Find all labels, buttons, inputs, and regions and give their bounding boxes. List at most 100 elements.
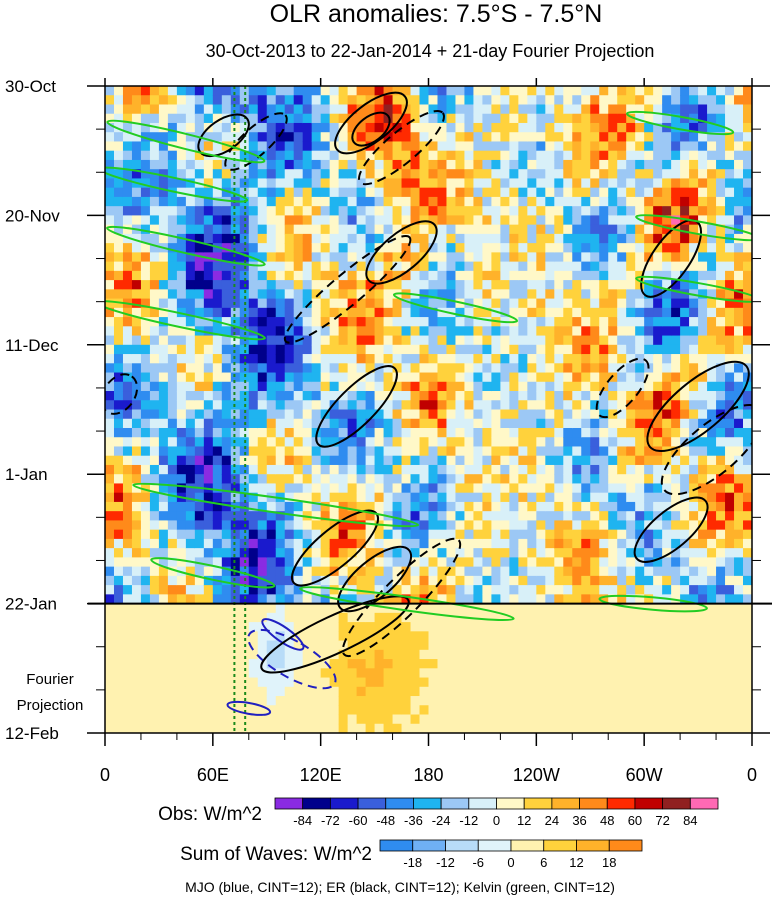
heatmap-cell xyxy=(392,317,403,327)
heatmap-cell xyxy=(338,150,349,161)
heatmap-cell xyxy=(509,446,519,457)
heatmap-cell xyxy=(590,437,600,448)
heatmap-cell xyxy=(293,464,304,475)
heatmap-cell xyxy=(527,187,537,198)
heatmap-cell xyxy=(716,400,726,411)
heatmap-cell xyxy=(365,354,376,364)
heatmap-cell xyxy=(320,455,331,466)
heatmap-cell xyxy=(545,686,555,697)
heatmap-cell xyxy=(572,427,582,438)
heatmap-cell xyxy=(554,594,564,605)
heatmap-cell xyxy=(212,492,223,503)
heatmap-cell xyxy=(419,122,430,133)
heatmap-cell xyxy=(725,603,735,614)
heatmap-cell xyxy=(266,400,277,411)
heatmap-cell xyxy=(608,520,618,531)
heatmap-cell xyxy=(653,566,663,577)
heatmap-cell xyxy=(689,233,699,244)
heatmap-cell xyxy=(347,529,358,540)
heatmap-cell xyxy=(347,252,358,263)
heatmap-cell xyxy=(716,280,726,290)
heatmap-cell xyxy=(257,243,268,253)
heatmap-cell xyxy=(554,215,564,226)
heatmap-cell xyxy=(428,150,439,161)
heatmap-cell xyxy=(176,714,187,725)
heatmap-cell xyxy=(509,557,519,568)
heatmap-cell xyxy=(635,122,645,133)
heatmap-cell xyxy=(653,631,663,642)
heatmap-cell xyxy=(105,122,115,133)
heatmap-cell xyxy=(131,557,142,568)
heatmap-cell xyxy=(320,224,331,235)
heatmap-cell xyxy=(635,270,645,281)
heatmap-cell xyxy=(212,141,223,152)
heatmap-cell xyxy=(203,409,214,420)
heatmap-cell xyxy=(437,409,448,420)
heatmap-cell xyxy=(356,169,367,180)
heatmap-cell xyxy=(491,631,501,642)
heatmap-cell xyxy=(194,233,205,244)
heatmap-cell xyxy=(176,640,187,651)
heatmap-cell xyxy=(626,677,636,688)
heatmap-cell xyxy=(590,705,600,716)
heatmap-cell xyxy=(590,594,600,605)
heatmap-cell xyxy=(410,381,421,392)
heatmap-cell xyxy=(410,492,421,503)
heatmap-cell xyxy=(527,298,537,309)
heatmap-cell xyxy=(464,686,475,697)
heatmap-cell xyxy=(383,354,394,364)
heatmap-cell xyxy=(518,538,528,549)
heatmap-cell xyxy=(383,418,394,429)
heatmap-cell xyxy=(266,113,277,124)
heatmap-cell xyxy=(536,437,546,448)
heatmap-cell xyxy=(446,483,457,494)
heatmap-cell xyxy=(725,391,735,401)
heatmap-cell xyxy=(599,224,609,235)
heatmap-cell xyxy=(608,159,618,170)
heatmap-cell xyxy=(626,474,636,485)
heatmap-cell xyxy=(455,206,466,216)
heatmap-cell xyxy=(572,594,582,605)
heatmap-cell xyxy=(149,122,160,133)
heatmap-cell xyxy=(248,400,259,411)
heatmap-cell xyxy=(590,196,600,207)
heatmap-cell xyxy=(617,215,627,226)
heatmap-cell xyxy=(671,492,681,503)
heatmap-cell xyxy=(455,446,466,457)
heatmap-cell xyxy=(653,372,663,383)
heatmap-cell xyxy=(392,427,403,438)
heatmap-cell xyxy=(662,566,672,577)
heatmap-cell xyxy=(131,289,142,300)
heatmap-cell xyxy=(105,474,115,485)
heatmap-cell xyxy=(698,95,708,106)
heatmap-cell xyxy=(176,159,187,170)
heatmap-cell xyxy=(302,104,313,115)
heatmap-cell xyxy=(626,464,636,475)
heatmap-cell xyxy=(239,104,250,115)
heatmap-cell xyxy=(455,705,466,716)
heatmap-cell xyxy=(671,677,681,688)
heatmap-cell xyxy=(365,418,376,429)
heatmap-cell xyxy=(329,437,340,448)
heatmap-cell xyxy=(248,391,259,401)
heatmap-cell xyxy=(518,594,528,605)
heatmap-cell xyxy=(158,538,169,549)
heatmap-cell xyxy=(248,612,259,623)
heatmap-cell xyxy=(248,215,259,226)
heatmap-cell xyxy=(743,206,752,216)
heatmap-cell xyxy=(509,354,519,364)
heatmap-cell xyxy=(365,603,376,614)
heatmap-cell xyxy=(437,622,448,632)
heatmap-cell xyxy=(410,252,421,263)
heatmap-cell xyxy=(365,566,376,577)
heatmap-cell xyxy=(518,668,528,679)
heatmap-cell xyxy=(311,224,322,235)
heatmap-cell xyxy=(293,354,304,364)
heatmap-cell xyxy=(698,446,708,457)
heatmap-cell xyxy=(446,714,457,725)
heatmap-cell xyxy=(275,603,286,614)
heatmap-cell xyxy=(311,566,322,577)
heatmap-cell xyxy=(266,483,277,494)
heatmap-cell xyxy=(347,474,358,485)
heatmap-cell xyxy=(158,714,169,725)
